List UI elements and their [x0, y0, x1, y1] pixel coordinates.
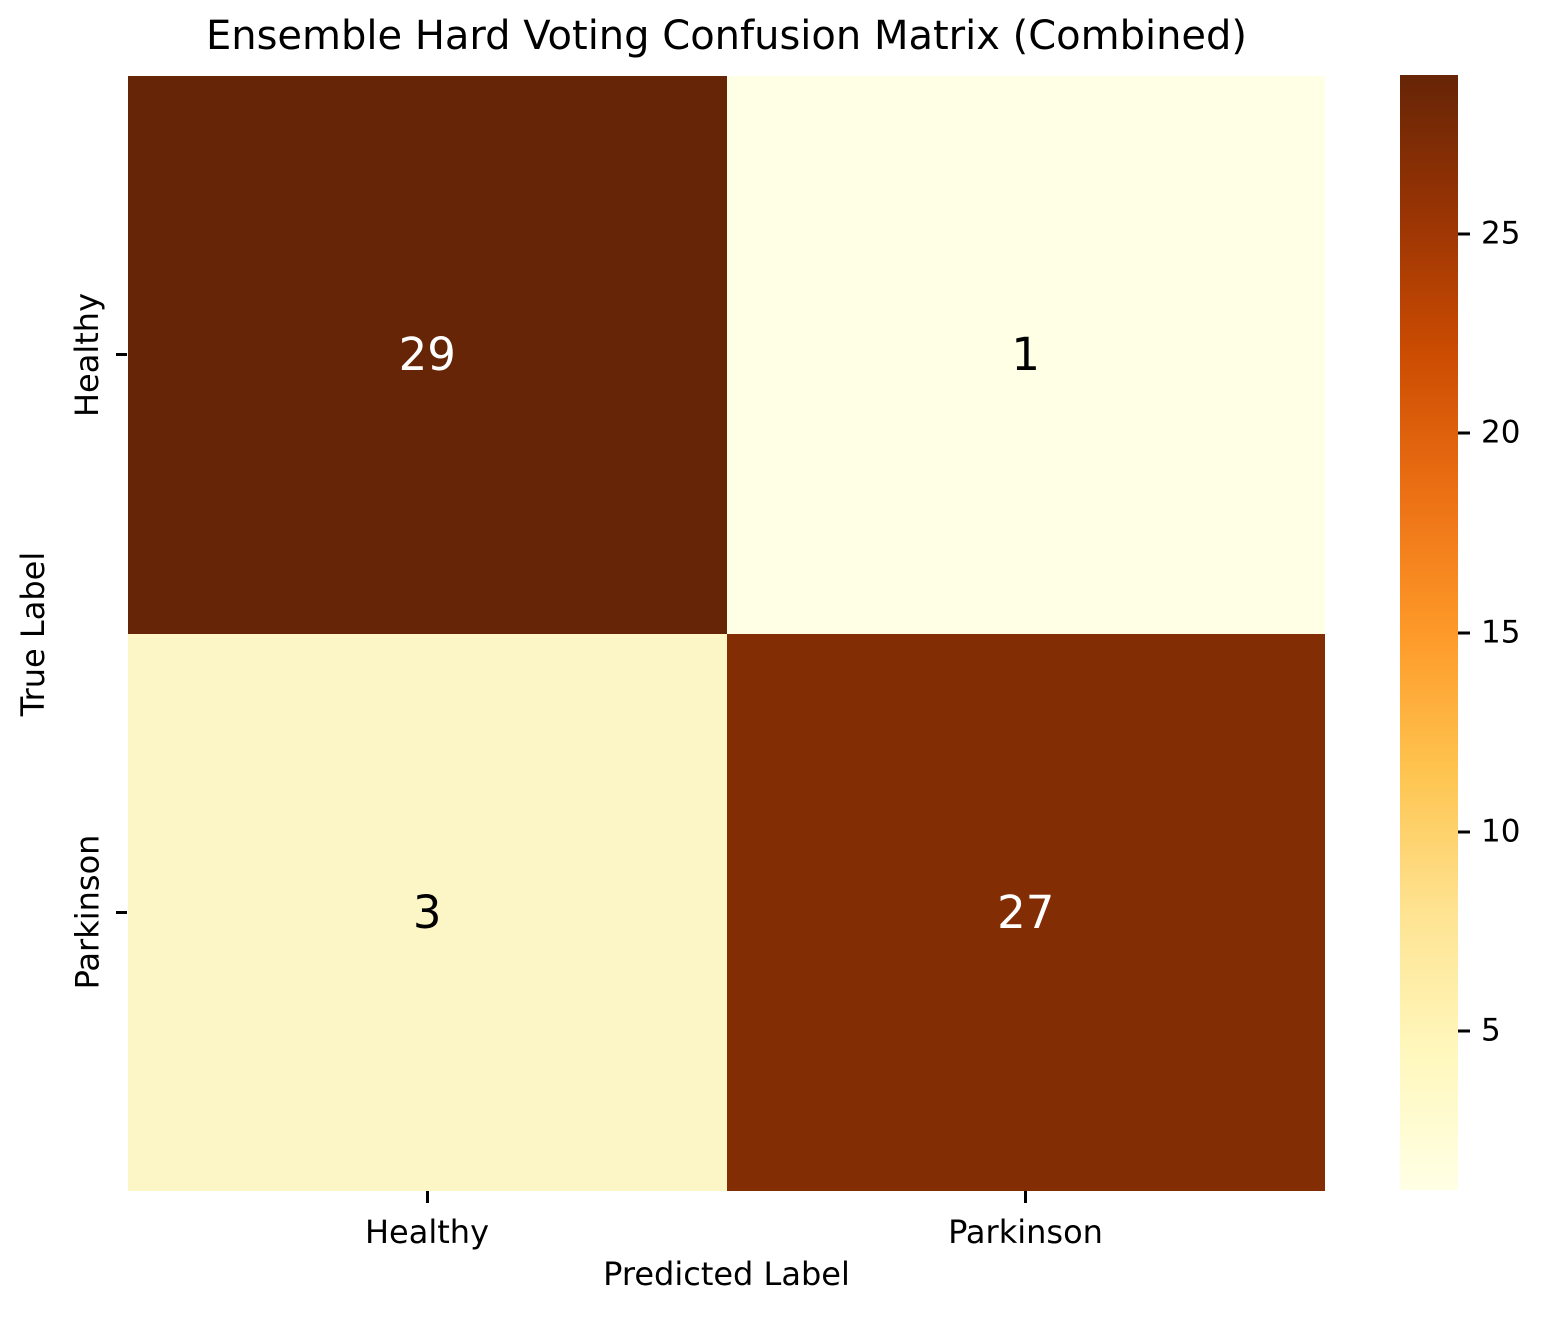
colorbar-tick-label: 15	[1481, 614, 1521, 650]
cell-annotation: 1	[1011, 328, 1041, 382]
y-tick-label-parkinson: Parkinson	[62, 633, 112, 1191]
colorbar-tick-mark	[1458, 1029, 1470, 1033]
colorbar-tick-label: 10	[1481, 813, 1521, 850]
y-axis-label-wrap: True Label	[8, 76, 58, 1191]
heatmap-cell-true-parkinson-pred-healthy: 3	[128, 633, 727, 1191]
y-tick-label-healthy: Healthy	[62, 76, 112, 633]
cell-annotation: 3	[412, 885, 442, 939]
y-tick-text: Parkinson	[68, 834, 107, 990]
heatmap-cell-true-healthy-pred-parkinson: 1	[726, 76, 1325, 634]
cell-annotation: 29	[398, 328, 456, 382]
colorbar-gradient: 5 10 15 20 25	[1400, 75, 1520, 1190]
colorbar-tick-label: 25	[1481, 215, 1521, 252]
heatmap-grid: 29 1 3 27	[128, 76, 1325, 1191]
colorbar-tick-mark	[1458, 830, 1470, 834]
colorbar-tick: 20	[1458, 414, 1521, 451]
y-axis-label: True Label	[14, 551, 52, 716]
x-tick-mark	[1024, 1191, 1027, 1203]
colorbar-tick-mark	[1458, 431, 1470, 435]
x-tick-label-healthy: Healthy	[364, 1213, 489, 1251]
colorbar-tick-mark	[1458, 631, 1470, 634]
cell-annotation: 27	[997, 885, 1055, 939]
colorbar-tick-mark	[1458, 232, 1470, 236]
colorbar-tick: 5	[1458, 1015, 1501, 1046]
x-tick-label-parkinson: Parkinson	[948, 1213, 1103, 1251]
x-axis-label: Predicted Label	[603, 1255, 850, 1293]
y-tick-mark	[116, 353, 127, 356]
colorbar-tick: 10	[1458, 816, 1520, 847]
colorbar-tick-label: 20	[1481, 414, 1521, 451]
y-tick-mark	[116, 911, 127, 914]
y-tick-text: Healthy	[68, 292, 107, 417]
x-tick-mark	[426, 1191, 429, 1203]
heatmap-cell-true-parkinson-pred-parkinson: 27	[726, 633, 1325, 1191]
colorbar-tick-label: 5	[1481, 1012, 1501, 1049]
chart-title: Ensemble Hard Voting Confusion Matrix (C…	[205, 13, 1248, 59]
colorbar-tick: 25	[1458, 215, 1521, 252]
heatmap-cell-true-healthy-pred-healthy: 29	[128, 76, 727, 634]
colorbar-tick: 15	[1458, 617, 1520, 648]
